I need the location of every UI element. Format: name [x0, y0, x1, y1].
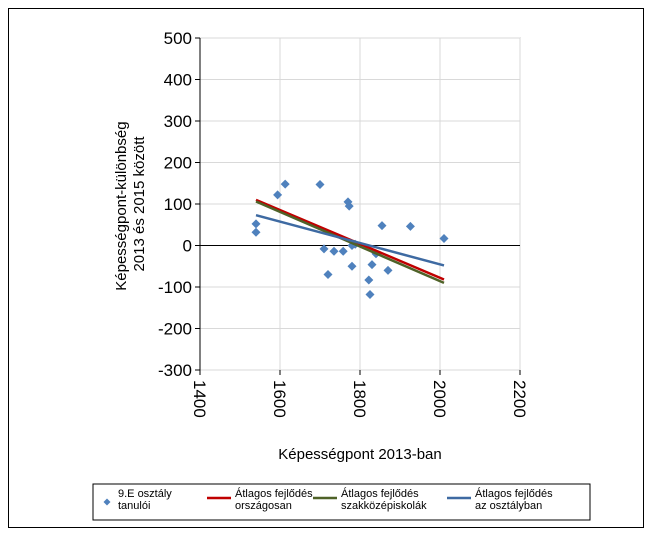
legend-label-line: Átlagos fejlődés — [475, 487, 553, 500]
legend-label-line: 9.E osztály — [118, 488, 172, 500]
scatter-point — [338, 246, 348, 256]
scatter-point — [347, 261, 357, 271]
scatter-point — [365, 289, 375, 299]
legend-label-line: tanulói — [118, 500, 150, 512]
scatter-point — [344, 201, 354, 211]
scatter-point — [405, 221, 415, 231]
x-tick-label: 1800 — [350, 380, 369, 418]
plot-area — [199, 37, 521, 371]
legend-label-line: az osztályban — [475, 500, 542, 512]
legend-marker-diamond — [103, 498, 111, 506]
scatter-point — [329, 246, 339, 256]
trend-line-2 — [255, 200, 445, 284]
y-tick-label: 100 — [164, 195, 192, 214]
y-axis-title: Képességpont-különbség 2013 és 2015 közö… — [113, 117, 148, 290]
legend-label: Átlagos fejlődés országosan — [235, 487, 313, 512]
legend-label-line: országosan — [235, 500, 292, 512]
x-tick-labels: 1400 1600 1800 2000 2200 — [190, 370, 529, 418]
scatter-point — [377, 221, 387, 231]
legend-label-line: Átlagos fejlődés — [341, 487, 419, 500]
scatter-point — [383, 265, 393, 275]
series-layer — [251, 179, 449, 299]
scatter-point — [280, 179, 290, 189]
y-tick-label: 200 — [164, 154, 192, 173]
scatter-point — [439, 233, 449, 243]
y-axis-title-line-2: 2013 és 2015 között — [131, 136, 148, 272]
legend-label-line: Átlagos fejlődés — [235, 487, 313, 500]
scatter-point — [251, 227, 261, 237]
trend-line-3 — [255, 213, 445, 267]
chart-frame — [8, 8, 644, 528]
y-tick-label: 300 — [164, 112, 192, 131]
y-tick-label: 500 — [164, 29, 192, 48]
x-axis-title: Képességpont 2013-ban — [278, 446, 441, 463]
scatter-point — [367, 260, 377, 270]
legend-label: 9.E osztály tanulói — [118, 488, 172, 512]
y-tick-labels: 500 400 300 200 100 0 -100 -200 -300 — [158, 29, 200, 380]
x-tick-label: 2000 — [430, 380, 449, 418]
legend-box — [92, 483, 591, 521]
legend-label: Átlagos fejlődés az osztályban — [475, 487, 553, 512]
y-tick-label: -100 — [158, 278, 192, 297]
legend-label-line: szakközépiskolák — [341, 500, 427, 512]
y-tick-label: -300 — [158, 361, 192, 380]
y-tick-label: 0 — [183, 237, 192, 256]
scatter-point — [364, 275, 374, 285]
scatter-point — [251, 219, 261, 229]
x-tick-label: 1400 — [190, 380, 209, 418]
x-tick-label: 1600 — [270, 380, 289, 418]
scatter-point — [315, 179, 325, 189]
y-tick-label: 400 — [164, 71, 192, 90]
scatter-point — [319, 244, 329, 254]
x-tick-label: 2200 — [510, 380, 529, 418]
y-axis-title-line-1: Képességpont-különbség — [113, 121, 130, 290]
scatter-point — [323, 270, 333, 280]
legend-label: Átlagos fejlődés szakközépiskolák — [341, 487, 427, 512]
scatter-point — [273, 190, 283, 200]
y-tick-label: -200 — [158, 320, 192, 339]
